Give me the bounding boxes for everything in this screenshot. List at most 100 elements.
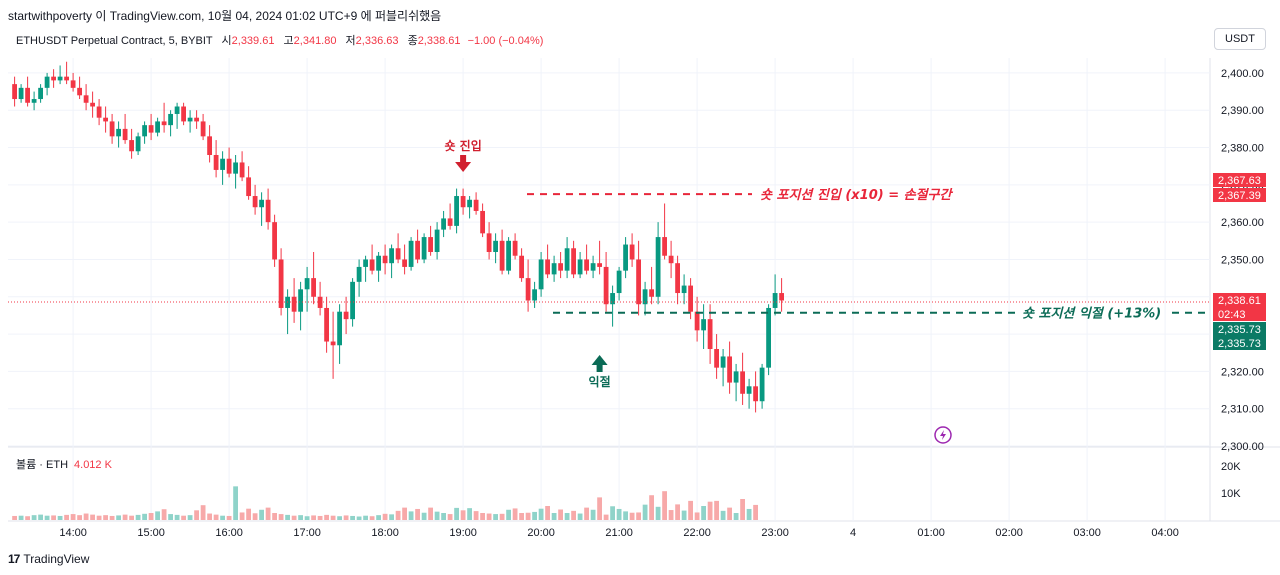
price-tag [1213,188,1266,202]
x-tick-label: 22:00 [683,527,711,539]
volume-bar [194,510,199,520]
volume-bar [311,515,316,520]
volume-bar [25,516,30,520]
y-tick-label: 2,400.00 [1221,68,1264,80]
candle-body [122,128,128,141]
candle-body [194,117,199,122]
candle-body [161,121,167,126]
y-tick-label: 2,380.00 [1221,143,1264,155]
annotation-line-label: 숏 포지션 진입 (x10) = 손절구간 [760,187,954,203]
symbol-name[interactable]: ETHUSDT Perpetual Contract, 5, BYBIT [16,35,213,47]
candle-body [545,259,550,275]
volume-bar [330,515,336,520]
volume-bar [532,511,537,520]
volume-bar [460,510,466,520]
candle-body [636,259,641,305]
volume-bar [499,513,505,520]
candle-body [103,117,108,122]
volume-label[interactable]: 볼륨 · ETH [16,459,69,471]
volume-bar [148,513,154,520]
volume-bar [239,512,245,520]
annotation-line-label: 숏 포지션 익절 (+13%) [1022,306,1161,322]
volume-bar [623,511,628,520]
volume-bar [376,515,381,520]
candle-body [564,248,570,271]
candle-body [551,263,557,275]
candle-body [655,237,661,297]
exit-marker-label: 익절 [589,375,611,389]
price-tag [1213,307,1266,321]
x-tick-label: 01:00 [917,527,945,539]
candle-body [25,87,30,103]
volume-bar [31,515,37,520]
volume-bar [688,500,693,520]
currency-button[interactable]: USDT [1214,28,1266,50]
volume-bars [12,486,758,520]
high-value: 2,341.80 [293,35,337,47]
x-tick-label: 23:00 [761,527,789,539]
volume-bar [77,515,82,520]
x-tick-label: 03:00 [1073,527,1101,539]
volume-bar [200,505,206,520]
candle-body [389,248,394,264]
exit-arrow-icon [596,365,603,372]
candle-body [746,386,752,394]
candle-body [330,341,336,346]
candle-body [460,196,466,208]
candle-body [155,121,160,133]
volume-bar [207,513,212,520]
volume-bar [246,508,251,520]
volume-legend: 볼륨 · ETH 4.012 K [16,456,112,472]
candle-body [538,259,544,290]
volume-bar [701,506,706,520]
volume-bar [44,515,50,520]
volume-bar [603,514,609,520]
candle-body [226,158,232,174]
tradingview-logo-icon: 17 [8,552,20,566]
volume-bar [714,500,719,520]
candle-body [649,289,654,297]
x-tick-label: 17:00 [293,527,321,539]
candle-body [454,196,459,226]
candle-body [772,293,778,308]
volume-bar [480,513,485,520]
volume-bar [12,515,17,520]
candle-body [83,95,89,103]
volume-bar [142,513,147,520]
candle-body [356,266,362,282]
candle-body [343,311,349,320]
candle-body [187,117,193,122]
candle-body [473,199,479,211]
candle-body [467,199,472,208]
volume-bar [519,513,524,520]
volume-bar [636,512,641,520]
candle-body [174,106,180,114]
price-tag-label: 2,335.73 [1218,324,1261,336]
price-tag-label: 02:43 [1218,309,1246,321]
volume-bar [213,514,219,520]
candle-body [90,102,95,107]
volume-bar [610,506,615,520]
candle-body [148,125,154,133]
volume-bar [298,515,303,520]
lightning-bolt-icon [940,430,946,440]
volume-bar [304,516,310,520]
volume-bar [434,511,440,520]
volume-bar [363,515,368,520]
volume-bar [506,509,511,520]
x-tick-label: 20:00 [527,527,555,539]
candle-body [324,307,329,342]
volume-bar [317,515,323,520]
candle-body [233,162,238,174]
volume-bar [675,504,680,520]
publish-header: startwithpoverty 이 TradingView.com, 10월 … [8,9,442,23]
footer-brand[interactable]: 17 TradingView [8,552,89,566]
volume-bar [571,510,576,520]
volume-bar [428,507,433,520]
volume-bar [707,501,713,520]
volume-bar [382,513,388,520]
brand-name: TradingView [23,552,90,566]
candle-body [629,244,635,260]
candle-body [779,293,784,301]
